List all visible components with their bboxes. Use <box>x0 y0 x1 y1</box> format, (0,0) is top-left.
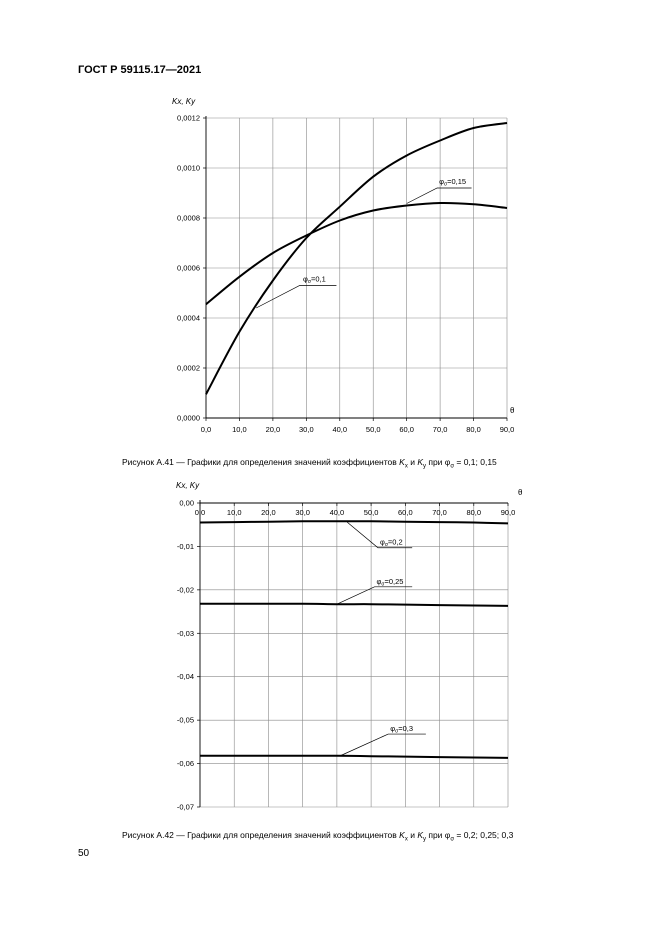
annotation-leader-phi-0-3 <box>340 733 426 757</box>
series-line-2 <box>205 201 508 306</box>
x-tick-label: 0,0 <box>195 508 205 517</box>
y-tick-label: -0,04 <box>177 672 194 681</box>
y-axis-label: Kx, Ky <box>176 481 200 490</box>
x-tick-label: 0,0 <box>201 425 211 434</box>
y-tick-label: -0,03 <box>177 629 194 638</box>
chart-fig41: 0,0 10,0 20,0 30,0 40,0 50,0 60,0 70,0 80,0 90,0 0… <box>172 97 515 434</box>
caption-fig42-and: и <box>407 830 418 840</box>
x-tick-label: 70,0 <box>433 425 448 434</box>
caption-fig41: Рисунок А.41 — Графики для определения з… <box>122 457 497 470</box>
x-tick-label: 30,0 <box>299 425 314 434</box>
y-tick-label: -0,05 <box>177 716 194 725</box>
x-tick-label: 90,0 <box>501 508 516 517</box>
y-tick-label: 0,0008 <box>177 214 200 223</box>
series-line-3 <box>200 754 509 759</box>
y-tick-label: -0,01 <box>177 542 194 551</box>
caption-fig41-kx: K <box>399 457 405 467</box>
annotation-phi-0-1: φσ=0,1 <box>303 275 326 286</box>
y-axis-label: Kx, Ky <box>172 97 196 106</box>
annotation-leader-phi-0-2 <box>346 521 413 549</box>
caption-fig42-kx-sub: x <box>404 836 408 843</box>
x-tick-label: 50,0 <box>364 508 379 517</box>
caption-fig41-kx-sub: x <box>404 463 408 470</box>
caption-fig42-phi-sub: σ <box>450 836 455 843</box>
caption-fig42: Рисунок А.42 — Графики для определения з… <box>122 830 513 843</box>
x-tick-label: 60,0 <box>398 508 413 517</box>
annotation-phi-0-2: φσ=0,2 <box>380 538 403 549</box>
annotation-phi-0-25: φσ=0,25 <box>377 577 404 588</box>
caption-fig42-prefix: Рисунок А.42 — Графики для определения з… <box>122 830 400 840</box>
document-standard-number: ГОСТ Р 59115.17—2021 <box>78 64 202 76</box>
x-axis-label: θ <box>518 488 523 497</box>
annotation-leader-phi-0-1 <box>256 285 337 309</box>
page-number: 50 <box>78 848 90 859</box>
caption-fig41-phi: φ <box>444 457 451 467</box>
x-tick-label: 80,0 <box>466 425 481 434</box>
caption-fig41-prefix: Рисунок А.41 — Графики для определения з… <box>122 457 400 467</box>
y-tick-label: 0,00 <box>179 499 194 508</box>
y-tick-label: 0,0002 <box>177 364 200 373</box>
y-tick-label: 0,0006 <box>177 264 200 273</box>
y-tick-label: 0,0004 <box>177 314 200 323</box>
annotation-phi-0-3: φσ=0,3 <box>390 724 413 735</box>
x-tick-label: 10,0 <box>232 425 247 434</box>
caption-fig42-kx: K <box>399 830 405 840</box>
y-tick-label: 0,0010 <box>177 164 200 173</box>
x-tick-label: 40,0 <box>330 508 345 517</box>
caption-fig42-phi: φ <box>444 830 451 840</box>
caption-fig42-ky: K <box>417 830 423 840</box>
y-tick-label: 0,0012 <box>177 114 200 123</box>
caption-fig41-ky-sub: y <box>422 463 426 470</box>
x-tick-label: 50,0 <box>366 425 381 434</box>
caption-fig41-phi-sub: σ <box>450 463 455 470</box>
series-line-2 <box>199 602 509 607</box>
caption-fig42-values: = 0,2; 0,25; 0,3 <box>454 830 514 840</box>
x-tick-label: 80,0 <box>466 508 481 517</box>
y-tick-label: -0,06 <box>177 759 194 768</box>
caption-fig41-mid: при <box>425 457 445 467</box>
caption-fig42-ky-sub: y <box>422 836 426 843</box>
annotation-leader-phi-0-15 <box>406 187 472 204</box>
x-tick-label: 20,0 <box>266 425 281 434</box>
y-tick-label: -0,02 <box>177 585 194 594</box>
x-axis-label: θ <box>510 406 515 415</box>
series-line-1 <box>205 122 508 395</box>
x-tick-label: 40,0 <box>332 425 347 434</box>
caption-fig42-mid: при <box>425 830 445 840</box>
x-tick-label: 10,0 <box>227 508 242 517</box>
caption-fig41-values: = 0,1; 0,15 <box>454 457 497 467</box>
annotation-phi-0-15: φσ=0,15 <box>439 177 466 188</box>
x-tick-label: 90,0 <box>500 425 515 434</box>
caption-fig41-ky: K <box>417 457 423 467</box>
x-tick-label: 20,0 <box>261 508 276 517</box>
x-tick-label: 70,0 <box>432 508 447 517</box>
series-line-1 <box>199 520 509 525</box>
annotation-leader-phi-0-25 <box>336 586 413 605</box>
caption-fig41-and: и <box>407 457 418 467</box>
y-tick-label: 0,0000 <box>177 414 200 423</box>
x-tick-label: 60,0 <box>399 425 414 434</box>
x-tick-label: 30,0 <box>295 508 310 517</box>
y-tick-label: -0,07 <box>177 803 194 812</box>
